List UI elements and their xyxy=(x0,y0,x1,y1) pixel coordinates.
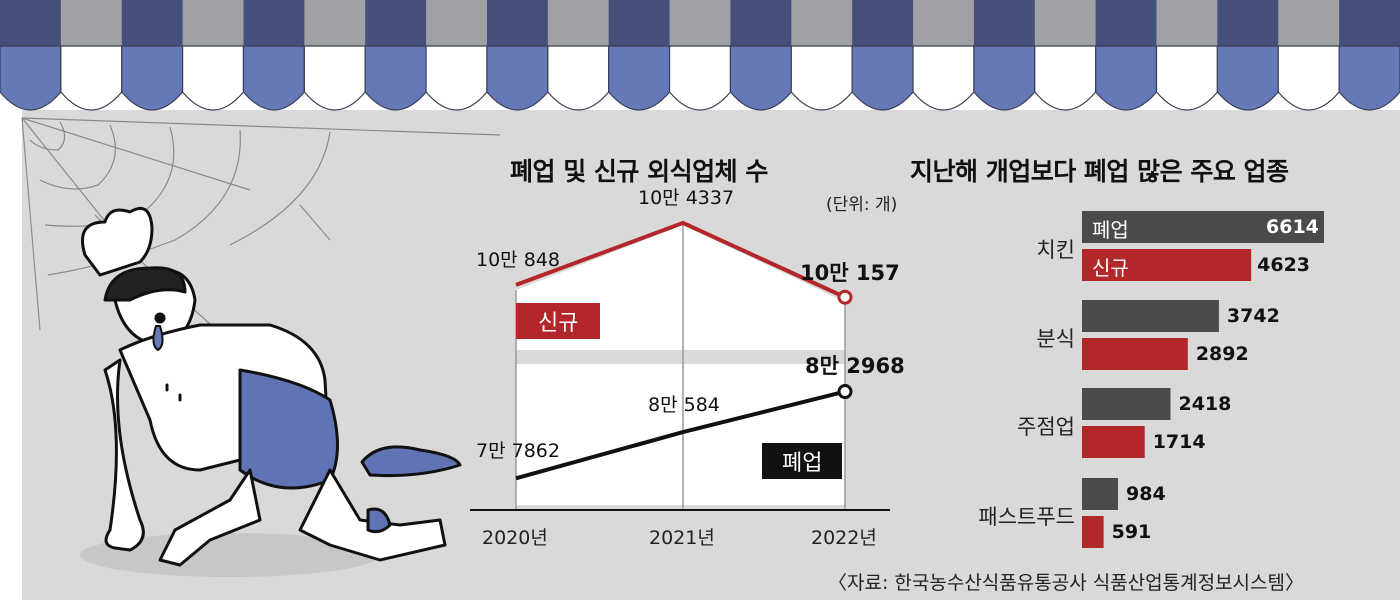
series-end-point xyxy=(837,384,853,400)
bar-value-label: 4623 xyxy=(1257,254,1311,276)
bar-value-label: 984 xyxy=(1126,483,1166,505)
line-chart-frame xyxy=(470,225,890,511)
bar-new xyxy=(1082,426,1145,458)
legend-new: 신규 xyxy=(516,303,600,339)
series-end-point xyxy=(837,289,853,305)
shop-awning-illustration xyxy=(0,0,1400,111)
legend-closed: 폐업 xyxy=(762,443,843,479)
bar-series-name: 신규 xyxy=(1092,256,1129,280)
bar-closed xyxy=(1082,388,1171,420)
category-label: 치킨 xyxy=(1036,238,1075,262)
category-label: 주점업 xyxy=(1017,415,1075,439)
line-chart-marks xyxy=(515,220,853,481)
data-label: 10만 4337 xyxy=(638,186,735,209)
bar-series-name: 폐업 xyxy=(1092,218,1129,242)
data-label: 10만 157 xyxy=(800,261,900,286)
series-line-0 xyxy=(515,220,846,300)
bar-new xyxy=(1082,249,1252,281)
bar-chart-marks xyxy=(1082,211,1324,548)
bar-value-label: 2892 xyxy=(1195,343,1249,365)
bar-value-label: 2418 xyxy=(1178,393,1232,415)
x-tick-label: 2021년 xyxy=(649,527,715,549)
bar-new xyxy=(1082,338,1188,370)
bar-closed xyxy=(1082,478,1119,510)
data-label: 10만 848 xyxy=(476,248,560,271)
bar-value-label: 3742 xyxy=(1226,305,1280,327)
data-label: 7만 7862 xyxy=(476,440,560,463)
crying-chef-illustration xyxy=(80,207,462,577)
bar-chart-title: 지난해 개업보다 폐업 많은 주요 업종 xyxy=(910,157,1289,186)
data-label: 8만 2968 xyxy=(805,353,905,378)
line-chart-title: 폐업 및 신규 외식업체 수 xyxy=(510,157,768,186)
bar-value-label: 591 xyxy=(1111,521,1152,543)
category-label: 분식 xyxy=(1036,327,1075,351)
bar-value-label: 6614 xyxy=(1266,216,1319,238)
bar-closed xyxy=(1082,211,1324,243)
data-label: 8만 584 xyxy=(648,394,720,417)
bar-new xyxy=(1082,516,1104,548)
x-tick-label: 2020년 xyxy=(482,527,548,549)
line-chart-unit: (단위: 개) xyxy=(826,195,898,215)
series-line-1 xyxy=(515,389,846,481)
source-note: 〈자료: 한국농수산식품유통공사 식품산업통계정보시스템〉 xyxy=(828,572,1305,594)
bar-closed xyxy=(1082,300,1219,332)
bar-value-label: 1714 xyxy=(1152,431,1206,453)
category-label: 패스트푸드 xyxy=(978,505,1075,529)
x-tick-label: 2022년 xyxy=(811,527,877,549)
